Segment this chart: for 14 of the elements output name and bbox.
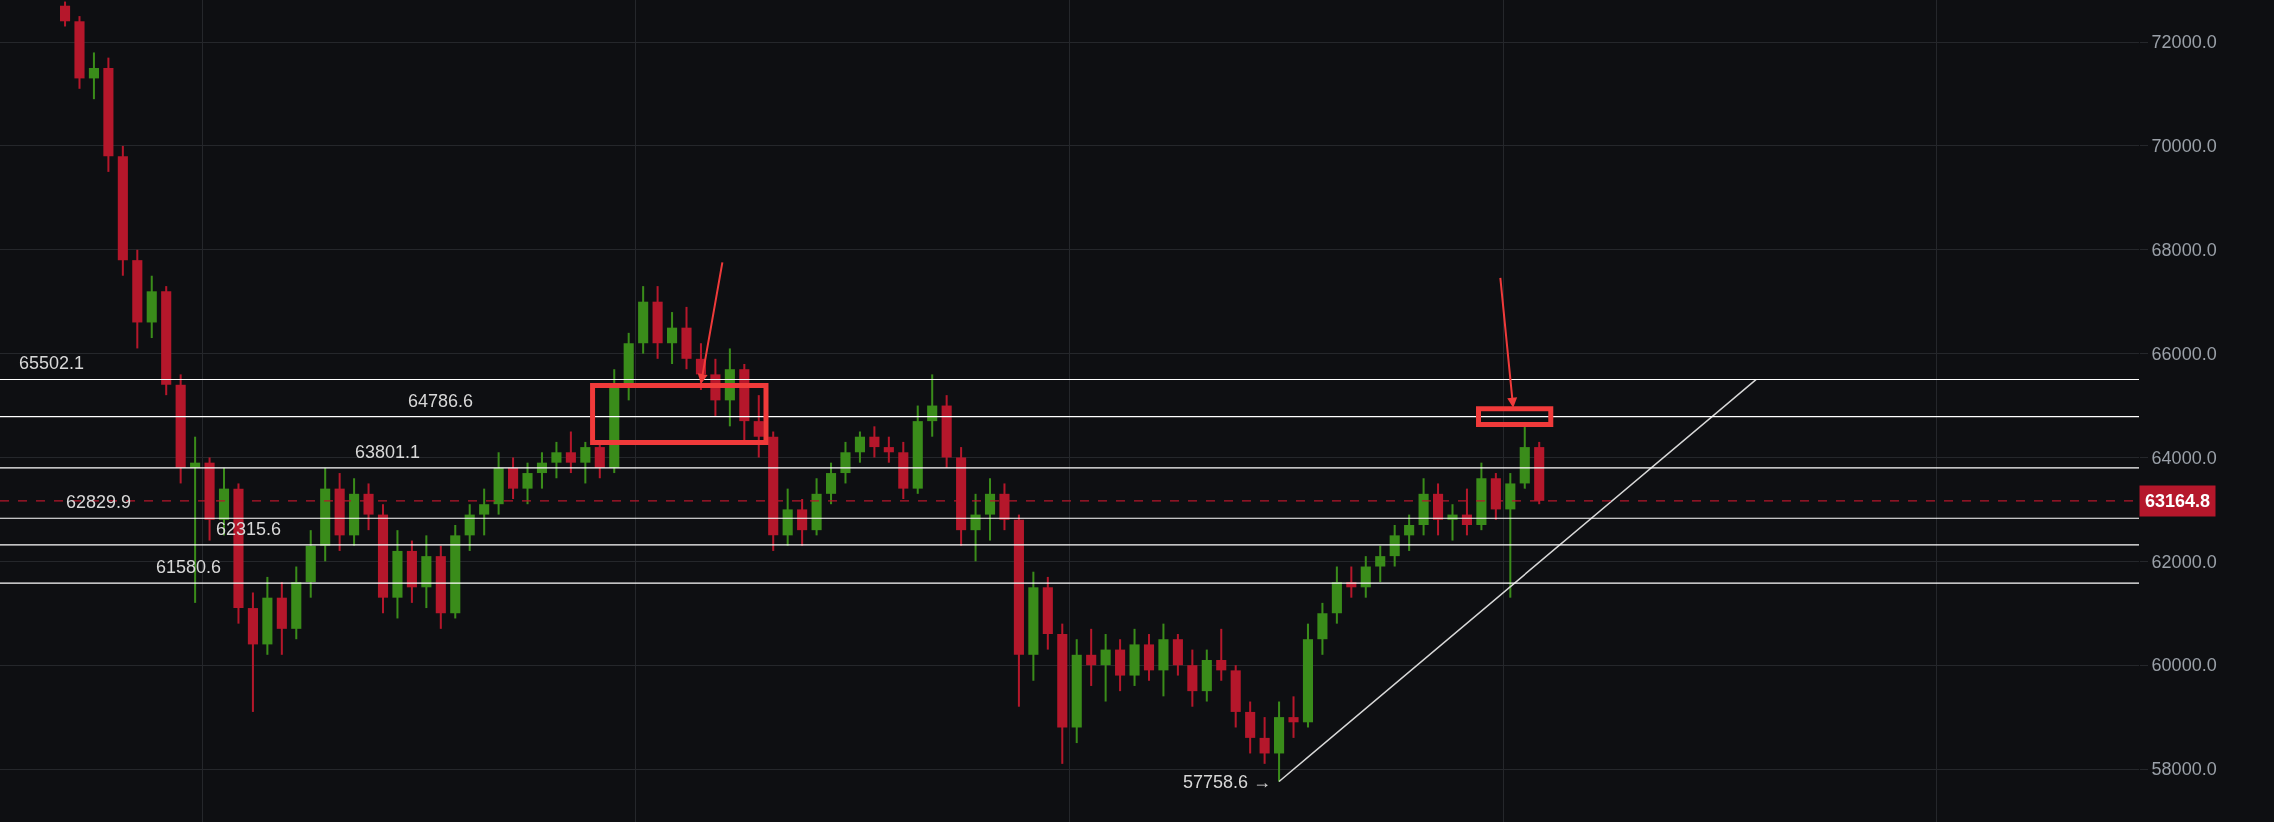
- y-tick-label: 62000.0: [2151, 551, 2217, 572]
- annotation: 57758.6 →: [1183, 772, 1272, 792]
- ref-line-label: 63164.8: [2145, 491, 2211, 511]
- y-tick-label: 70000.0: [2151, 136, 2217, 157]
- y-tick-label: 58000.0: [2151, 759, 2217, 780]
- ref-line-label: 64786.6: [408, 391, 474, 411]
- ref-line-label: 63801.1: [355, 442, 421, 462]
- y-tick-label: 60000.0: [2151, 655, 2217, 676]
- ref-line-label: 62829.9: [66, 492, 132, 512]
- y-tick-label: 66000.0: [2151, 343, 2217, 364]
- y-tick-label: 64000.0: [2151, 447, 2217, 468]
- y-tick-label: 72000.0: [2151, 32, 2217, 53]
- ref-line-label: 65502.1: [19, 353, 85, 373]
- y-tick-label: 68000.0: [2151, 240, 2217, 261]
